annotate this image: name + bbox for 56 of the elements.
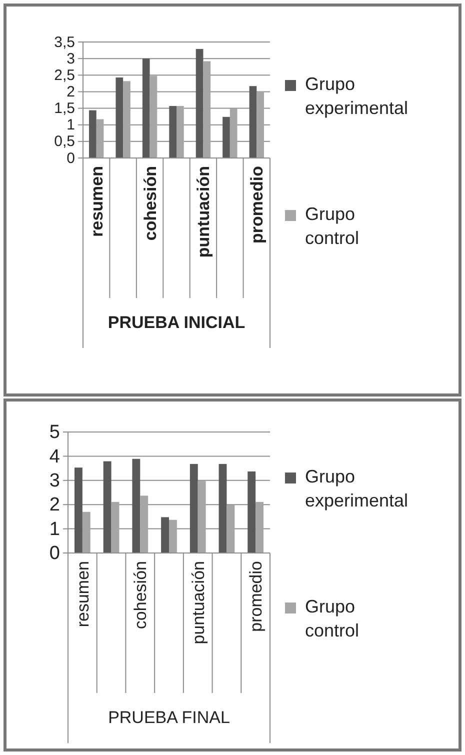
bar bbox=[150, 76, 158, 158]
y-tick-label: 2 bbox=[49, 494, 60, 516]
bar bbox=[140, 496, 148, 553]
y-tick-label: 4 bbox=[49, 446, 60, 468]
y-tick-label: 1,5 bbox=[54, 100, 75, 118]
bar bbox=[203, 61, 211, 158]
bar bbox=[123, 81, 130, 158]
bar bbox=[198, 480, 206, 553]
bar bbox=[142, 58, 150, 158]
bar bbox=[249, 86, 257, 158]
bar bbox=[132, 458, 140, 553]
x-tick-label: resumen bbox=[87, 166, 106, 237]
bar bbox=[256, 502, 264, 553]
bar bbox=[169, 520, 177, 553]
bar bbox=[230, 108, 238, 158]
y-tick-label: 3,5 bbox=[54, 34, 75, 51]
bar bbox=[161, 517, 169, 553]
x-tick-label: promedio bbox=[246, 561, 266, 632]
bar bbox=[103, 461, 112, 553]
bar bbox=[248, 471, 256, 553]
y-tick-label: 3 bbox=[49, 470, 60, 492]
y-tick-label: 0 bbox=[66, 150, 75, 167]
bar bbox=[74, 468, 82, 553]
bar bbox=[82, 512, 90, 553]
x-tick-label: puntuación bbox=[194, 166, 214, 258]
x-tick-label: resumen bbox=[73, 561, 92, 628]
bar bbox=[256, 91, 264, 158]
bar bbox=[89, 110, 96, 158]
x-tick-label: promedio bbox=[248, 166, 267, 244]
y-tick-label: 0 bbox=[49, 543, 60, 564]
x-axis-title: PRUEBA FINAL bbox=[108, 708, 230, 727]
bar bbox=[111, 502, 120, 553]
y-tick-label: 1 bbox=[49, 518, 60, 540]
y-tick-label: 5 bbox=[49, 422, 60, 444]
y-tick-label: 2,5 bbox=[54, 66, 75, 84]
y-tick-label: 1 bbox=[66, 116, 75, 134]
bar bbox=[222, 116, 230, 158]
legend-label: Grupo control bbox=[305, 204, 360, 248]
bar bbox=[96, 119, 104, 158]
legend-label: Grupo control bbox=[305, 596, 360, 640]
bar bbox=[218, 464, 227, 553]
x-tick-label: puntuación bbox=[188, 561, 208, 644]
bar bbox=[226, 504, 235, 553]
legend-label: Grupo experimental bbox=[305, 74, 408, 118]
y-tick-label: 3 bbox=[66, 50, 75, 68]
legend-label: Grupo experimental bbox=[305, 466, 408, 510]
bar bbox=[169, 106, 176, 158]
bar bbox=[190, 464, 198, 553]
x-tick-label: cohesión bbox=[140, 166, 160, 241]
y-tick-label: 0,5 bbox=[54, 133, 75, 150]
y-tick-label: 2 bbox=[66, 84, 75, 101]
bar bbox=[176, 106, 184, 158]
x-axis-title: PRUEBA INICIAL bbox=[108, 313, 246, 332]
bar bbox=[116, 77, 124, 158]
x-tick-label: cohesión bbox=[131, 561, 150, 630]
bar bbox=[196, 48, 204, 158]
